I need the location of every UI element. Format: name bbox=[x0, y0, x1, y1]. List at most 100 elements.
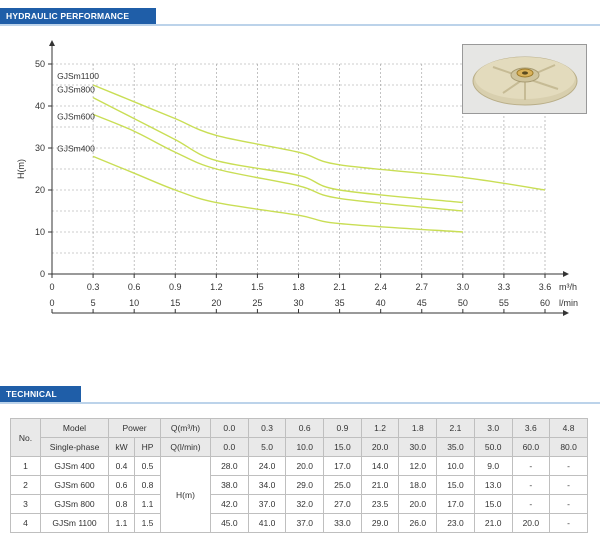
q-lmin-cell: 35.0 bbox=[436, 437, 475, 457]
x-tick-label: 0.6 bbox=[128, 282, 141, 292]
y-axis-label: H(m) bbox=[16, 159, 26, 179]
row-model: GJSm 1100 bbox=[40, 513, 109, 533]
y-tick-label: 20 bbox=[35, 185, 45, 195]
head-value-cell: 14.0 bbox=[360, 456, 400, 476]
chart-labels: m³/h l/min H(m) GJSm1100 GJSm800 GJSm600 GJSm4… bbox=[16, 71, 578, 308]
head-value-cell: 9.0 bbox=[473, 456, 513, 476]
y-tick-label: 50 bbox=[35, 59, 45, 69]
table-row: 2 GJSm 600 0.6 0.8 38.0 34.0 29.0 25.0 21.0 18.0 1… bbox=[10, 475, 588, 495]
x2-tick-label: 15 bbox=[170, 298, 180, 308]
head-value-cell: 17.0 bbox=[436, 494, 475, 514]
q-lmin-cell: 15.0 bbox=[323, 437, 362, 457]
x-tick-label: 3.0 bbox=[457, 282, 470, 292]
x2-tick-label: 40 bbox=[376, 298, 386, 308]
q-m3h-cell: 0.9 bbox=[323, 418, 362, 438]
head-value-cell: - bbox=[549, 456, 588, 476]
head-value-cell: 23.5 bbox=[360, 494, 400, 514]
row-model: GJSm 800 bbox=[40, 494, 109, 514]
head-value-cell: 34.0 bbox=[247, 475, 287, 495]
q-lmin-cell: 50.0 bbox=[473, 437, 513, 457]
head-value-cell: 29.0 bbox=[285, 475, 325, 495]
head-value-cell: 38.0 bbox=[210, 475, 249, 495]
header-power: Power bbox=[108, 418, 161, 438]
head-value-cell: 32.0 bbox=[285, 494, 325, 514]
x2-tick-label: 10 bbox=[129, 298, 139, 308]
header-no: No. bbox=[10, 418, 41, 457]
row-no: 1 bbox=[10, 456, 41, 476]
q-m3h-cell: 0.0 bbox=[210, 418, 249, 438]
q-lmin-cell: 5.0 bbox=[247, 437, 287, 457]
header-q-m3h: Q(m³/h) bbox=[160, 418, 211, 438]
x2-axis-arrow bbox=[563, 310, 569, 316]
head-value-cell: 29.0 bbox=[360, 513, 400, 533]
header-q-lmin: Q(l/min) bbox=[160, 437, 211, 457]
head-value-cell: 20.0 bbox=[511, 513, 551, 533]
head-value-cell: - bbox=[549, 513, 588, 533]
row-hp: 1.5 bbox=[134, 513, 161, 533]
q-m3h-cell: 2.1 bbox=[436, 418, 475, 438]
row-hp: 0.8 bbox=[134, 475, 161, 495]
q-lmin-cell: 10.0 bbox=[285, 437, 325, 457]
head-value-cell: 24.0 bbox=[247, 456, 287, 476]
head-value-cell: 33.0 bbox=[323, 513, 362, 533]
chart-curves bbox=[92, 84, 546, 233]
x2-tick-label: 30 bbox=[293, 298, 303, 308]
head-value-cell: 21.0 bbox=[473, 513, 513, 533]
q-m3h-cell: 3.0 bbox=[473, 418, 513, 438]
x-tick-label: 0.3 bbox=[87, 282, 100, 292]
y-tick-label: 30 bbox=[35, 143, 45, 153]
head-value-cell: 13.0 bbox=[473, 475, 513, 495]
row-no: 4 bbox=[10, 513, 41, 533]
head-value-cell: 21.0 bbox=[360, 475, 400, 495]
q-m3h-cell: 3.6 bbox=[511, 418, 551, 438]
table-row: 4 GJSm 1100 1.1 1.5 45.0 41.0 37.0 33.0 29.0 26.0… bbox=[10, 513, 588, 533]
q-lmin-cell: 0.0 bbox=[210, 437, 249, 457]
table-row: 1 GJSm 400 0.4 0.5 H(m) 28.0 24.0 20.0 17.0 14.0 1… bbox=[10, 456, 588, 533]
x-tick-label: 1.5 bbox=[251, 282, 264, 292]
q-lmin-cell: 60.0 bbox=[511, 437, 551, 457]
x-tick-label: 2.4 bbox=[374, 282, 387, 292]
row-kw: 1.1 bbox=[108, 513, 135, 533]
curve-gjsm400 bbox=[92, 155, 463, 233]
row-no: 2 bbox=[10, 475, 41, 495]
x2-tick-label: 20 bbox=[211, 298, 221, 308]
head-value-cell: 12.0 bbox=[398, 456, 438, 476]
technical-title: TECHNICAL DATA bbox=[0, 386, 81, 415]
x2-tick-label: 45 bbox=[417, 298, 427, 308]
x2-tick-label: 60 bbox=[540, 298, 550, 308]
row-kw: 0.8 bbox=[108, 494, 135, 514]
row-model: GJSm 400 bbox=[40, 456, 109, 476]
performance-header: HYDRAULIC PERFORMANCE CURVES bbox=[0, 8, 600, 37]
q-m3h-cell: 4.8 bbox=[549, 418, 588, 438]
impeller-photo bbox=[462, 44, 587, 114]
x2-tick-label: 5 bbox=[91, 298, 96, 308]
x-tick-label: 2.7 bbox=[415, 282, 428, 292]
curve-gjsm1100 bbox=[92, 84, 546, 191]
curve-gjsm600 bbox=[92, 113, 463, 212]
q-m3h-cell: 1.8 bbox=[398, 418, 438, 438]
y-axis-arrow bbox=[49, 40, 55, 46]
q-lmin-cell: 30.0 bbox=[398, 437, 438, 457]
head-value-cell: - bbox=[511, 494, 551, 514]
head-value-cell: 23.0 bbox=[436, 513, 475, 533]
y-tick-label: 40 bbox=[35, 101, 45, 111]
table-header-row: No. Model Power Q(m³/h) 0.0 0.3 0.6 0.9 1.2 1.8 2.… bbox=[10, 418, 588, 457]
q-lmin-cell: 20.0 bbox=[360, 437, 400, 457]
head-value-cell: 15.0 bbox=[473, 494, 513, 514]
technical-data-table: No. Model Power Q(m³/h) 0.0 0.3 0.6 0.9 1.2 1.8 2.… bbox=[10, 418, 588, 533]
head-value-cell: 25.0 bbox=[323, 475, 362, 495]
curve-gjsm800 bbox=[92, 96, 463, 204]
x2-tick-label: 50 bbox=[458, 298, 468, 308]
x2-tick-label: 35 bbox=[335, 298, 345, 308]
head-value-cell: 37.0 bbox=[247, 494, 287, 514]
curve-label: GJSm800 bbox=[57, 85, 95, 95]
header-hm: H(m) bbox=[160, 456, 211, 533]
head-value-cell: 10.0 bbox=[436, 456, 475, 476]
head-value-cell: 15.0 bbox=[436, 475, 475, 495]
q-m3h-cell: 0.6 bbox=[285, 418, 325, 438]
head-value-cell: - bbox=[511, 456, 551, 476]
impeller-icon bbox=[463, 45, 586, 113]
row-kw: 0.6 bbox=[108, 475, 135, 495]
row-model: GJSm 600 bbox=[40, 475, 109, 495]
